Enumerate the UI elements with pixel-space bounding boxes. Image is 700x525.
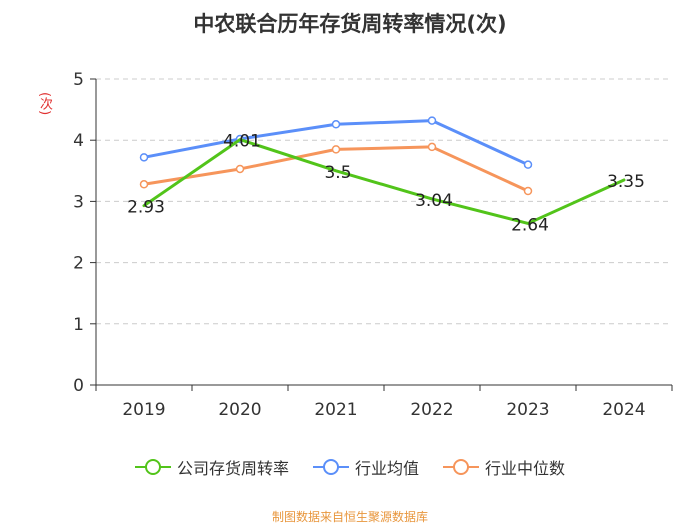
data-point-industry-avg[interactable]	[523, 160, 533, 169]
x-tick-label: 2023	[506, 400, 549, 420]
data-point-industry-median[interactable]	[235, 164, 245, 174]
legend: 公司存货周转率 行业均值 行业中位数	[0, 455, 700, 479]
y-tick-label: 2	[73, 254, 84, 274]
gridlines	[96, 78, 672, 325]
data-label-company: 4.01	[223, 132, 261, 152]
data-point-industry-median[interactable]	[331, 145, 341, 154]
data-point-industry-median[interactable]	[139, 180, 149, 189]
data-source-note: 制图数据来自恒生聚源数据库	[271, 510, 428, 524]
data-label-company: 3.5	[324, 163, 351, 183]
chart-title: 中农联合历年存货周转率情况(次)	[193, 12, 507, 36]
legend-item-industry-median[interactable]: 行业中位数	[443, 455, 565, 479]
data-point-industry-median[interactable]	[427, 142, 437, 152]
legend-item-company[interactable]: 公司存货周转率	[134, 455, 289, 479]
x-tick-label: 2020	[218, 400, 261, 420]
data-label-company: 3.04	[415, 191, 453, 211]
legend-industry-median-label: 行业中位数	[485, 459, 566, 478]
x-tick-label: 2021	[314, 400, 357, 420]
data-point-industry-avg[interactable]	[139, 153, 149, 162]
data-label-company: 3.35	[607, 172, 645, 192]
legend-company-label: 公司存货周转率	[176, 459, 289, 478]
data-point-industry-avg[interactable]	[427, 116, 437, 125]
legend-industry-avg-marker-icon	[312, 459, 349, 475]
legend-company-circle	[144, 459, 161, 475]
legend-industry-avg-label: 行业均值	[354, 459, 419, 478]
data-label-company: 2.93	[127, 198, 165, 218]
y-tick-label: 4	[73, 131, 84, 151]
legend-industry-median-marker-icon	[443, 459, 479, 475]
series-line-company	[142, 138, 626, 225]
x-tick-label: 2022	[410, 400, 453, 420]
legend-industry-avg-circle	[322, 459, 339, 475]
legend-item-industry-avg[interactable]: 行业均值	[312, 455, 419, 479]
data-label-company: 2.64	[511, 215, 549, 235]
data-point-industry-median[interactable]	[523, 186, 533, 196]
legend-company-marker-icon	[134, 459, 171, 475]
y-tick-label: 5	[73, 70, 84, 90]
y-axis-unit-label: (次)	[37, 92, 52, 116]
data-labels: 2.93 4.01 3.5 3.04 2.64 3.35	[127, 132, 645, 236]
x-tick-label: 2019	[122, 400, 165, 420]
y-tick-label: 1	[73, 315, 84, 335]
data-point-industry-avg[interactable]	[331, 120, 341, 129]
legend-industry-median-circle	[453, 459, 469, 475]
axes: 0 1 2 3 4 5 2019 2020 2021 2022 2023 2024	[73, 70, 673, 420]
y-tick-label: 3	[73, 192, 84, 212]
y-tick-label: 0	[73, 376, 84, 396]
series-lines	[139, 116, 626, 225]
x-tick-label: 2024	[602, 400, 645, 420]
